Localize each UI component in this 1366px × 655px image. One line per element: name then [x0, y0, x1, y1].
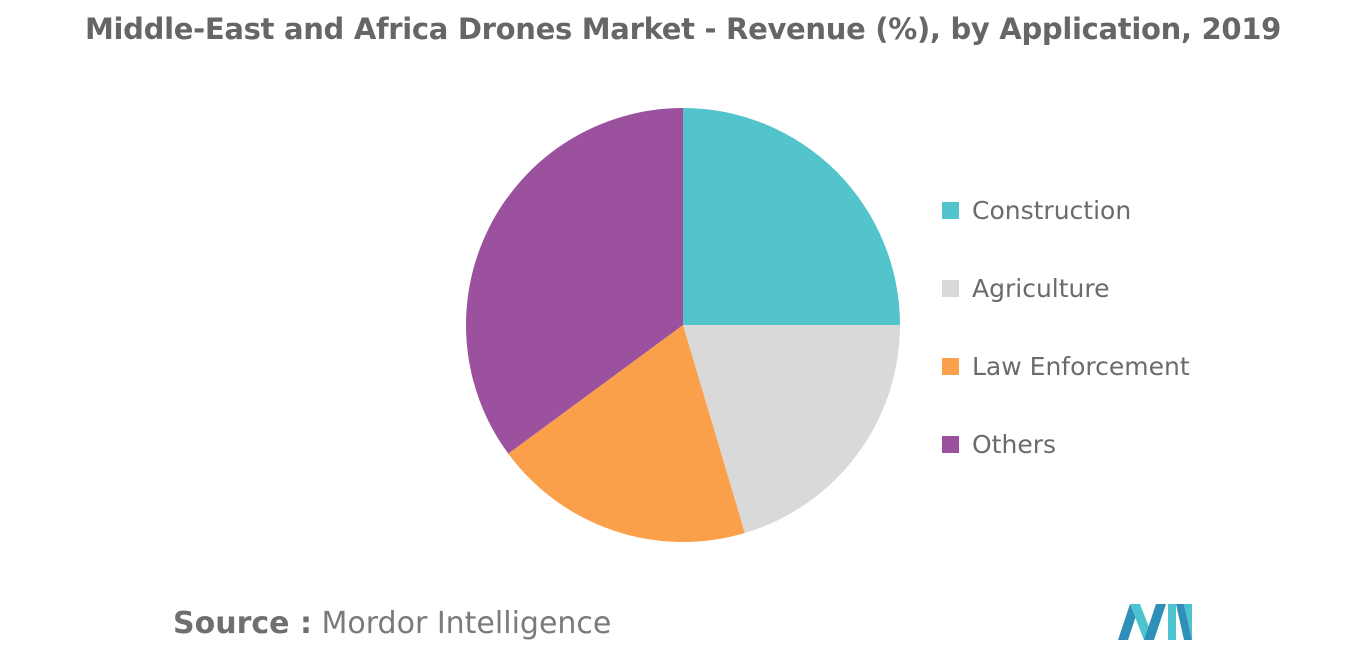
legend-swatch	[942, 201, 959, 219]
legend-item: Others	[942, 424, 1056, 464]
mordor-intelligence-logo-icon	[1118, 604, 1192, 640]
pie-slice-agriculture	[683, 325, 900, 533]
pie-slice-construction	[683, 108, 900, 325]
legend-item: Construction	[942, 190, 1131, 230]
pie-slice-law-enforcement	[508, 325, 745, 542]
legend-label: Agriculture	[972, 273, 1110, 303]
legend-swatch	[942, 279, 959, 297]
legend-swatch	[942, 357, 959, 375]
source-note: Source : Mordor Intelligence	[173, 606, 611, 641]
legend-item: Agriculture	[942, 268, 1110, 308]
legend-label: Others	[972, 429, 1057, 459]
chart-title: Middle-East and Africa Drones Market - R…	[84, 12, 1282, 46]
legend-item: Law Enforcement	[942, 346, 1190, 386]
source-prefix: Source :	[173, 606, 312, 641]
legend-label: Law Enforcement	[972, 351, 1190, 381]
source-name: Mordor Intelligence	[321, 606, 612, 641]
pie-slice-others	[466, 108, 683, 454]
legend-swatch	[942, 435, 959, 453]
legend-label: Construction	[972, 195, 1132, 225]
